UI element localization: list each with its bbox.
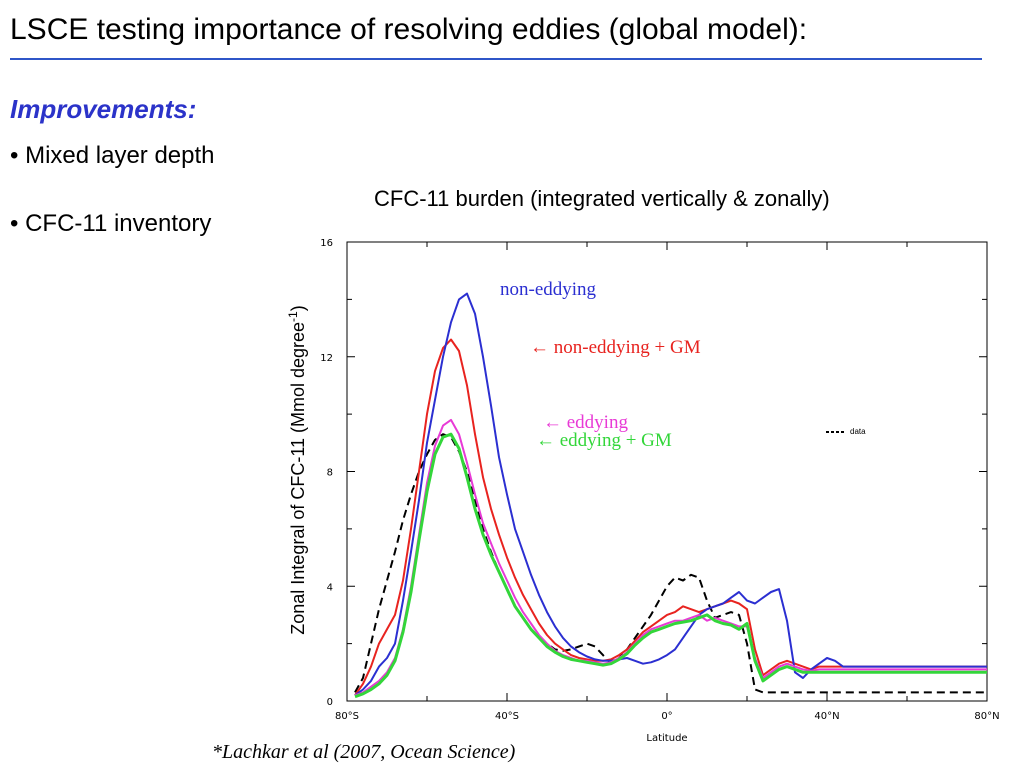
plot-frame (346, 241, 988, 702)
x-tick-label: 80°S (335, 711, 359, 722)
series-label-eddying-gm: ← eddying + GM (536, 430, 672, 451)
x-tick-label: 80°N (974, 711, 999, 722)
y-axis-label-close: ) (288, 305, 308, 311)
chart-labels: 80°S 40°S 0° 40°N 80°N 0 4 8 12 16 Latitude Zonal I… (286, 238, 1000, 744)
chart-title: CFC-11 burden (integrated vertically & z… (374, 186, 830, 211)
series-line-eddying-gm (354, 432, 987, 699)
bullet-mixed-layer-depth: • Mixed layer depth (10, 142, 215, 169)
series-label-non-eddying-gm: ← non-eddying + GM (530, 337, 701, 358)
x-tick-label: 40°N (814, 711, 839, 722)
citation: *Lachkar et al (2007, Ocean Science) (212, 741, 516, 763)
improvements-heading: Improvements: (10, 94, 197, 124)
x-tick-label: 40°S (495, 711, 519, 722)
series-line-non-eddying (354, 292, 987, 697)
series-label-eddying: ← eddying (543, 412, 628, 433)
x-tick-label: 0° (661, 711, 672, 722)
y-tick-label: 12 (320, 353, 333, 364)
y-axis-label: Zonal Integral of CFC-11 (Mmol degree-1) (286, 305, 308, 634)
y-tick-label: 16 (320, 238, 333, 249)
chart-axes (346, 241, 988, 702)
series-line-non-eddying-gm (354, 338, 987, 696)
series-line-eddying (354, 418, 987, 697)
y-tick-label: 4 (327, 582, 333, 593)
chart-series (354, 292, 987, 699)
series-label-non-eddying: non-eddying (500, 279, 597, 300)
y-axis-label-superscript: -1 (286, 311, 300, 322)
y-tick-label: 0 (327, 697, 333, 708)
slide-title: LSCE testing importance of resolving edd… (10, 13, 808, 46)
y-tick-label: 8 (327, 468, 333, 479)
y-axis-label-main: Zonal Integral of CFC-11 (Mmol degree (288, 322, 308, 635)
x-axis-label: Latitude (646, 733, 687, 744)
title-underline (10, 58, 982, 60)
series-line-data (354, 433, 987, 694)
bullet-cfc11-inventory: • CFC-11 inventory (10, 210, 212, 237)
legend-data-label: data (850, 427, 866, 436)
